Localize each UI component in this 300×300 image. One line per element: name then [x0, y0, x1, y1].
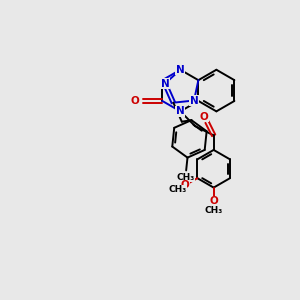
- Text: CH₃: CH₃: [205, 206, 223, 215]
- Text: N: N: [176, 106, 185, 116]
- Text: N: N: [190, 95, 198, 106]
- Text: O: O: [209, 196, 218, 206]
- Text: N: N: [176, 65, 185, 75]
- Text: CH₃: CH₃: [169, 185, 187, 194]
- Text: N: N: [160, 79, 169, 89]
- Text: O: O: [130, 96, 139, 106]
- Text: O: O: [181, 180, 190, 190]
- Text: O: O: [200, 112, 209, 122]
- Text: CH₃: CH₃: [176, 173, 194, 182]
